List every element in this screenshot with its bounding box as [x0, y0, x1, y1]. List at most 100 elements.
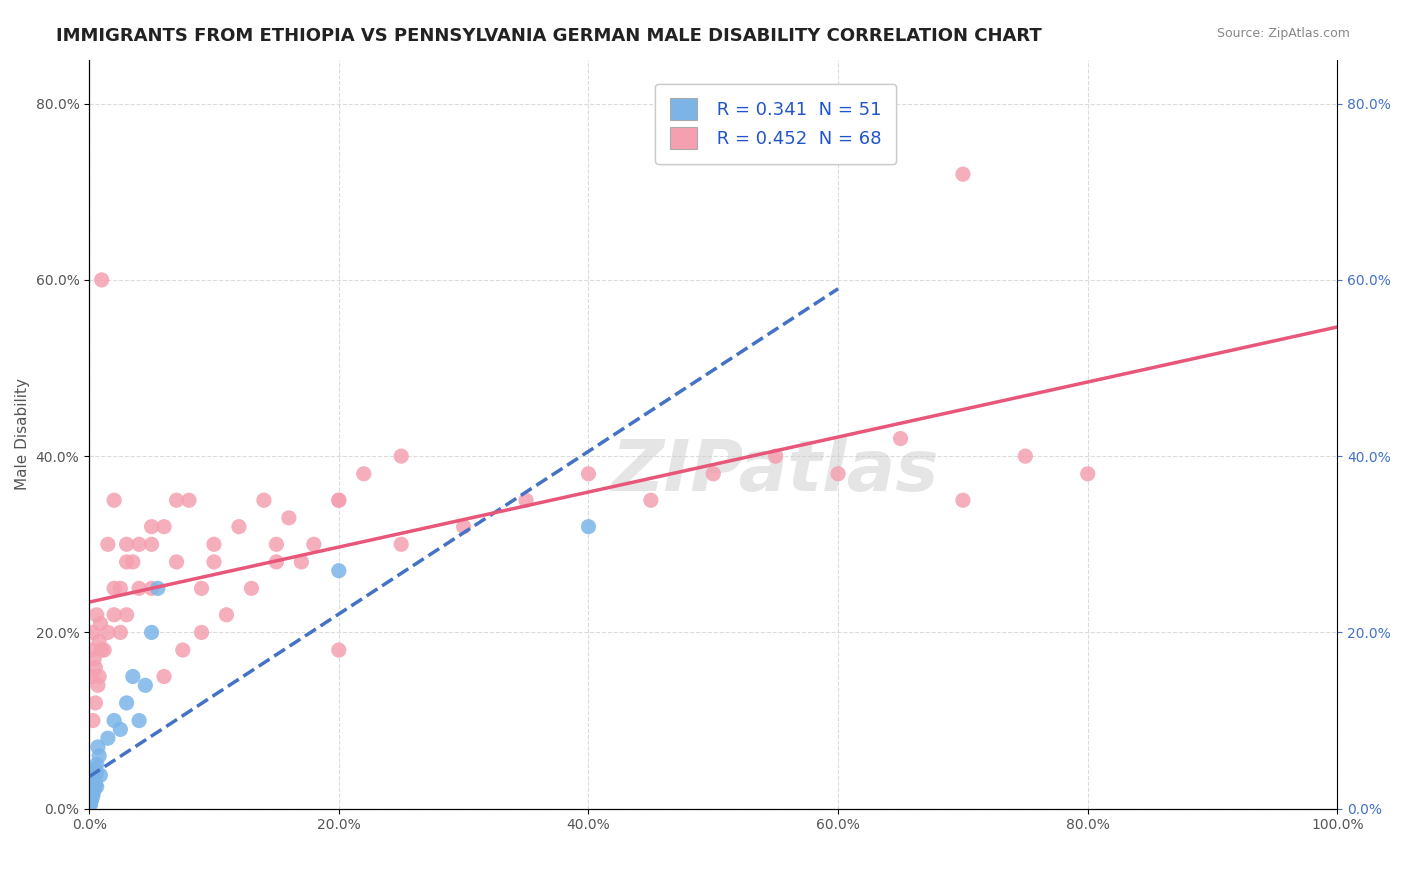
Point [84, 762, 107, 776]
Point [80, 793, 103, 807]
Point [79, 797, 101, 812]
Point [110, 625, 132, 640]
Point [79, 793, 101, 807]
Point [84, 696, 107, 710]
Point [153, 519, 176, 533]
Point [172, 643, 194, 657]
Point [290, 555, 312, 569]
Point [80, 789, 103, 803]
Point [166, 555, 188, 569]
Point [90, 273, 112, 287]
Point [80, 791, 103, 805]
Point [89, 768, 111, 782]
Point [277, 511, 299, 525]
Point [328, 564, 350, 578]
Point [110, 723, 132, 737]
Point [84, 777, 107, 791]
Point [389, 449, 412, 463]
Point [328, 643, 350, 657]
Point [389, 537, 412, 551]
Point [79, 793, 101, 807]
Point [82, 625, 104, 640]
Point [103, 714, 125, 728]
Point [827, 467, 849, 481]
Point [82, 714, 104, 728]
Point [86, 757, 108, 772]
Point [103, 582, 125, 596]
Point [87, 739, 110, 754]
Point [82, 789, 104, 803]
Point [79, 784, 101, 798]
Point [952, 493, 974, 508]
Point [115, 607, 138, 622]
Point [266, 555, 288, 569]
Point [80, 784, 103, 798]
Point [128, 714, 150, 728]
Point [86, 766, 108, 780]
Point [240, 582, 263, 596]
Point [82, 773, 104, 788]
Point [302, 537, 325, 551]
Point [82, 780, 104, 794]
Point [215, 607, 238, 622]
Point [83, 782, 105, 797]
Point [115, 555, 138, 569]
Point [889, 432, 911, 446]
Point [83, 771, 105, 785]
Point [353, 467, 375, 481]
Point [86, 607, 108, 622]
Point [115, 537, 138, 551]
Legend:  R = 0.341  N = 51,  R = 0.452  N = 68: R = 0.341 N = 51, R = 0.452 N = 68 [655, 84, 896, 164]
Point [89, 669, 111, 683]
Point [110, 582, 132, 596]
Point [1077, 467, 1099, 481]
Point [89, 616, 111, 631]
Point [453, 519, 475, 533]
Point [141, 582, 163, 596]
Point [79, 643, 101, 657]
Point [128, 537, 150, 551]
Point [83, 780, 105, 794]
Point [79, 789, 101, 803]
Point [82, 784, 104, 798]
Point [134, 678, 156, 692]
Point [80, 775, 103, 789]
Point [121, 669, 143, 683]
Point [190, 625, 212, 640]
Point [90, 643, 112, 657]
Point [141, 625, 163, 640]
Text: IMMIGRANTS FROM ETHIOPIA VS PENNSYLVANIA GERMAN MALE DISABILITY CORRELATION CHAR: IMMIGRANTS FROM ETHIOPIA VS PENNSYLVANIA… [56, 27, 1042, 45]
Point [79, 795, 101, 809]
Point [640, 493, 662, 508]
Point [86, 780, 108, 794]
Point [515, 493, 537, 508]
Point [82, 786, 104, 800]
Point [80, 784, 103, 798]
Point [80, 780, 103, 794]
Point [103, 493, 125, 508]
Point [141, 519, 163, 533]
Point [79, 797, 101, 812]
Point [266, 537, 288, 551]
Text: Source: ZipAtlas.com: Source: ZipAtlas.com [1216, 27, 1350, 40]
Point [80, 789, 103, 803]
Point [80, 789, 103, 803]
Point [103, 607, 125, 622]
Point [228, 519, 250, 533]
Point [328, 493, 350, 508]
Point [80, 669, 103, 683]
Point [121, 555, 143, 569]
Point [128, 582, 150, 596]
Point [97, 625, 120, 640]
Point [177, 493, 200, 508]
Point [253, 493, 276, 508]
Point [79, 793, 101, 807]
Point [202, 537, 225, 551]
Text: ZIPatlas: ZIPatlas [612, 437, 939, 506]
Point [89, 634, 111, 648]
Point [83, 652, 105, 666]
Point [328, 493, 350, 508]
Point [1014, 449, 1036, 463]
Point [952, 167, 974, 181]
Point [141, 537, 163, 551]
